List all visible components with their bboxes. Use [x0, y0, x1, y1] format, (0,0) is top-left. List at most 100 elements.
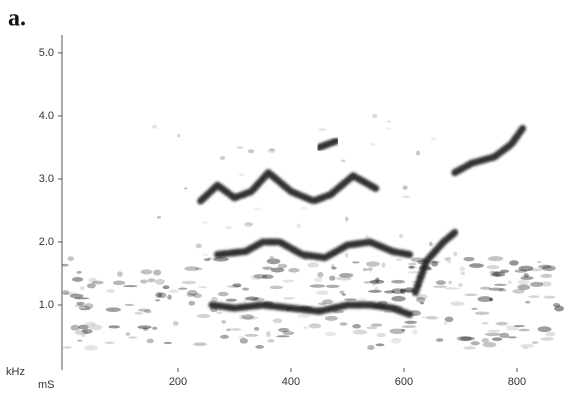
- noise-speck: [421, 316, 436, 319]
- noise-speck: [428, 241, 433, 247]
- noise-speck: [366, 326, 378, 330]
- noise-speck: [181, 280, 197, 285]
- noise-speck: [408, 265, 415, 269]
- noise-speck: [401, 328, 406, 331]
- noise-speck: [153, 269, 162, 276]
- x-tick-label: 600: [395, 376, 413, 388]
- noise-speck: [374, 286, 379, 292]
- noise-speck: [351, 261, 360, 264]
- x-tick-label: 800: [508, 376, 526, 388]
- noise-speck: [419, 301, 425, 305]
- noise-speck: [133, 311, 144, 315]
- noise-speck: [262, 266, 273, 270]
- noise-speck: [487, 329, 501, 333]
- noise-speck: [72, 276, 84, 282]
- noise-speck: [459, 266, 466, 272]
- noise-speck: [367, 344, 375, 350]
- noise-speck: [507, 336, 518, 339]
- noise-speck: [352, 324, 362, 329]
- formant-trace: [315, 137, 340, 151]
- noise-speck: [458, 283, 463, 287]
- noise-speck: [253, 327, 260, 331]
- noise-speck: [272, 318, 283, 324]
- noise-speck: [88, 324, 103, 331]
- noise-speck: [212, 257, 229, 262]
- noise-speck: [201, 221, 208, 224]
- noise-speck: [540, 281, 552, 287]
- noise-speck: [308, 323, 322, 329]
- noise-speck: [456, 336, 472, 342]
- noise-speck: [390, 337, 402, 344]
- noise-speck: [245, 296, 259, 301]
- noise-speck: [192, 293, 202, 298]
- noise-speck: [402, 195, 411, 198]
- noise-speck: [168, 289, 180, 294]
- noise-speck: [193, 342, 207, 347]
- noise-speck: [488, 287, 505, 291]
- noise-speck: [146, 338, 154, 344]
- noise-speck: [78, 324, 89, 330]
- noise-speck: [383, 290, 396, 294]
- noise-speck: [226, 226, 232, 230]
- noise-speck: [217, 291, 229, 297]
- noise-speck: [391, 295, 406, 302]
- noise-speck: [318, 128, 327, 132]
- noise-speck: [336, 276, 352, 281]
- noise-speck: [517, 279, 530, 285]
- noise-speck: [324, 331, 337, 337]
- noise-speck: [154, 278, 165, 285]
- noise-speck: [370, 143, 376, 146]
- noise-speck: [477, 296, 493, 303]
- noise-speck: [523, 273, 529, 278]
- noise-speck: [408, 266, 417, 270]
- noise-speck: [81, 329, 93, 334]
- noise-speck: [277, 263, 288, 269]
- noise-speck: [446, 260, 452, 264]
- noise-speck: [211, 296, 218, 302]
- noise-speck: [186, 293, 195, 297]
- noise-speck: [156, 216, 162, 219]
- noise-speck: [538, 264, 552, 269]
- noise-speck: [250, 274, 262, 281]
- noise-speck: [536, 260, 542, 264]
- noise-speck: [91, 280, 104, 285]
- noise-speck: [221, 320, 227, 324]
- noise-speck: [540, 337, 554, 341]
- noise-speck: [325, 284, 340, 288]
- noise-speck: [76, 270, 82, 274]
- noise-speck: [236, 146, 244, 149]
- noise-speck: [105, 307, 121, 313]
- noise-speck: [75, 329, 89, 335]
- noise-speck: [74, 297, 90, 300]
- noise-speck: [307, 262, 319, 268]
- noise-speck: [375, 343, 385, 347]
- noise-speck: [232, 283, 242, 288]
- noise-speck: [527, 268, 544, 272]
- noise-speck: [106, 289, 116, 293]
- noise-speck: [88, 277, 97, 283]
- noise-speck: [514, 269, 528, 273]
- noise-speck: [253, 274, 268, 279]
- noise-speck: [186, 289, 198, 296]
- noise-speck: [229, 328, 242, 331]
- noise-speck: [195, 243, 202, 249]
- noise-speck: [267, 339, 275, 343]
- noise-speck: [399, 288, 406, 295]
- noise-speck: [525, 300, 531, 304]
- noise-speck: [459, 336, 475, 341]
- noise-speck: [500, 269, 509, 273]
- noise-speck: [238, 336, 245, 340]
- noise-speck: [261, 274, 274, 280]
- noise-speck: [309, 284, 326, 288]
- noise-speck: [444, 316, 454, 323]
- noise-speck: [70, 324, 80, 331]
- noise-speck: [220, 334, 229, 339]
- noise-speck: [552, 303, 561, 308]
- noise-speck: [431, 260, 439, 267]
- noise-speck: [531, 341, 539, 345]
- noise-speck: [275, 335, 290, 338]
- noise-speck: [385, 127, 393, 131]
- noise-speck: [517, 284, 531, 291]
- noise-speck: [147, 278, 156, 283]
- noise-speck: [370, 323, 383, 327]
